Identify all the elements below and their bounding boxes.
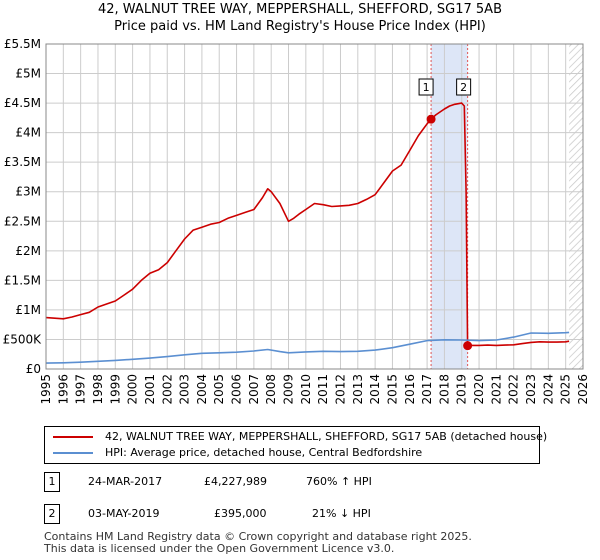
legend-label-hpi: HPI: Average price, detached house, Cent…: [105, 446, 423, 459]
x-tick-label: 2024: [541, 374, 555, 405]
x-tick-label: 2013: [351, 374, 365, 405]
x-tick-label: 2019: [455, 374, 469, 405]
legend-swatch-blue: [53, 452, 93, 454]
series-line-hpi: [45, 331, 570, 364]
transaction-date: 24-MAR-2017: [88, 475, 163, 488]
x-tick-label: 2018: [437, 374, 451, 405]
x-tick-label: 2016: [403, 374, 417, 405]
transaction-badge: 1: [44, 472, 60, 492]
legend-swatch-red: [53, 436, 93, 438]
transaction-price: £395,000: [214, 507, 267, 520]
transaction-hpi: 21% ↓ HPI: [312, 507, 371, 520]
y-tick-label: £1.5M: [4, 273, 41, 287]
x-tick-label: 2014: [368, 374, 382, 405]
x-tick-label: 2025: [559, 374, 573, 405]
sale-label-box: [456, 78, 472, 96]
x-tick-label: 2017: [420, 374, 434, 405]
y-tick-label: £500K: [3, 332, 43, 346]
transaction-badge: 2: [44, 504, 60, 524]
x-tick-label: 2022: [507, 374, 521, 405]
x-tick-label: 2007: [247, 374, 261, 405]
forecast-region: [569, 44, 583, 369]
x-tick-label: 2005: [212, 374, 226, 405]
x-tick-label: 2023: [524, 374, 538, 405]
x-tick-label: 1998: [91, 374, 105, 405]
x-tick-label: 2008: [264, 374, 278, 405]
y-tick-label: £2M: [15, 244, 41, 258]
y-tick-label: £2.5M: [4, 214, 41, 228]
x-tick-label: 2006: [230, 374, 244, 405]
y-tick-label: £1M: [15, 303, 41, 317]
sale-point: [426, 114, 436, 124]
x-tick-label: 1997: [74, 374, 88, 405]
transaction-price: £4,227,989: [204, 475, 267, 488]
plot-frame: [45, 43, 584, 370]
x-tick-label: 1995: [39, 374, 53, 405]
y-tick-label: £4.5M: [4, 96, 41, 110]
x-tick-label: 2012: [333, 374, 347, 405]
chart-title: 42, WALNUT TREE WAY, MEPPERSHALL, SHEFFO…: [97, 2, 502, 17]
transaction-date: 03-MAY-2019: [88, 507, 160, 520]
sale-point: [463, 341, 473, 351]
sale-label-box: [418, 78, 434, 96]
footer-copyright: Contains HM Land Registry data © Crown c…: [44, 530, 472, 543]
x-tick-label: 2004: [195, 374, 209, 405]
x-tick-label: 2003: [178, 374, 192, 405]
sale-label-text: 2: [460, 81, 467, 94]
plot-area: [46, 44, 583, 369]
x-tick-label: 2011: [316, 374, 330, 405]
footer-licence: This data is licensed under the Open Gov…: [44, 542, 395, 555]
x-tick-label: 2009: [282, 374, 296, 405]
y-tick-label: £3.5M: [4, 155, 41, 169]
y-tick-label: £5M: [15, 67, 41, 81]
legend-label-property: 42, WALNUT TREE WAY, MEPPERSHALL, SHEFFO…: [105, 430, 548, 443]
series-line-property: [45, 102, 570, 347]
x-tick-label: 1996: [56, 374, 70, 405]
x-tick-label: 2020: [472, 374, 486, 405]
sale-label-text: 1: [423, 81, 430, 94]
y-tick-label: £5.5M: [4, 37, 41, 51]
price-chart: £0 £500K £1M £1.5M £2M £2.5M £3M £3.5M £4M £4.5M £…: [3, 37, 590, 405]
y-tick-label: £4M: [15, 126, 41, 140]
x-tick-label: 2002: [160, 374, 174, 405]
x-tick-label: 2021: [489, 374, 503, 405]
x-tick-label: 2000: [126, 374, 140, 405]
x-tick-label: 1999: [108, 374, 122, 405]
x-tick-label: 2001: [143, 374, 157, 405]
x-tick-label: 2015: [385, 374, 399, 405]
y-tick-label: £0: [26, 362, 41, 376]
transaction-hpi: 760% ↑ HPI: [306, 475, 372, 488]
legend: 42, WALNUT TREE WAY, MEPPERSHALL, SHEFFO…: [44, 426, 547, 464]
y-tick-label: £3M: [15, 185, 41, 199]
x-tick-label: 2010: [299, 374, 313, 405]
chart-subtitle: Price paid vs. HM Land Registry's House …: [114, 19, 486, 34]
x-tick-label: 2026: [576, 374, 590, 405]
